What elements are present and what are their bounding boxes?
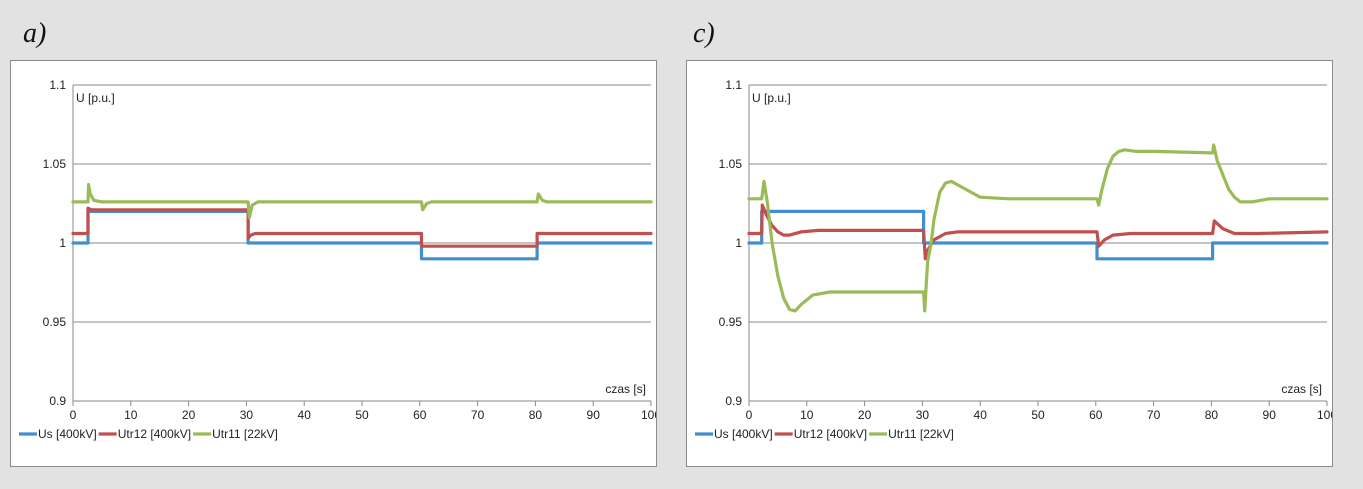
x-axis-label: czas [s] (605, 382, 646, 396)
legend-label: Utr11 [22kV] (888, 427, 954, 441)
panel-label-a: a) (23, 18, 47, 49)
y-axis-label: U [p.u.] (752, 91, 791, 105)
series-line-a-2 (71, 182, 653, 220)
x-tick-label: 80 (529, 408, 543, 422)
x-tick-label: 10 (800, 408, 814, 422)
x-tick-label: 0 (746, 408, 753, 422)
y-tick-label: 1.05 (43, 157, 67, 171)
x-tick-label: 0 (70, 408, 77, 422)
x-tick-label: 70 (471, 408, 485, 422)
x-tick-label: 30 (916, 408, 930, 422)
y-tick-label: 0.95 (719, 315, 743, 329)
x-tick-label: 90 (587, 408, 601, 422)
chart-c-svg: 0.9 0.95 1 1.05 1.1 0 10 20 30 40 50 60 70 80 90 100 U [… (695, 78, 1332, 441)
x-tick-label: 50 (1031, 408, 1045, 422)
y-axis-label: U [p.u.] (76, 91, 115, 105)
series-line-c-1 (747, 203, 1329, 261)
chart-panel-a: 0.9 0.95 1 1.05 1.1 0 10 20 30 40 50 60 70 80 90 100 U [… (10, 60, 657, 467)
legend-label: Utr12 [400kV] (118, 427, 191, 441)
legend-label: Utr12 [400kV] (794, 427, 867, 441)
x-tick-label: 80 (1205, 408, 1219, 422)
x-tick-label: 40 (974, 408, 988, 422)
legend-label: Us [400kV] (38, 427, 97, 441)
legend-label: Utr11 [22kV] (212, 427, 278, 441)
legend-label: Us [400kV] (714, 427, 773, 441)
x-tick-label: 40 (298, 408, 312, 422)
chart-a-svg: 0.9 0.95 1 1.05 1.1 0 10 20 30 40 50 60 70 80 90 100 U [… (19, 78, 656, 441)
x-tick-label: 20 (182, 408, 196, 422)
x-tick-label: 60 (1089, 408, 1103, 422)
x-axis-label: czas [s] (1281, 382, 1322, 396)
x-tick-label: 30 (240, 408, 254, 422)
x-tick-label: 90 (1263, 408, 1277, 422)
y-tick-label: 1.1 (49, 78, 66, 92)
panel-label-c: c) (693, 18, 715, 49)
y-tick-label: 1.05 (719, 157, 743, 171)
x-tick-label: 100 (1317, 408, 1332, 422)
y-tick-label: 0.95 (43, 315, 67, 329)
y-tick-label: 0.9 (49, 394, 66, 408)
x-tick-label: 10 (124, 408, 138, 422)
y-tick-label: 1 (735, 236, 742, 250)
y-tick-label: 0.9 (725, 394, 742, 408)
series-line-a-1 (71, 206, 653, 248)
x-tick-label: 50 (355, 408, 369, 422)
x-tick-label: 20 (858, 408, 872, 422)
y-tick-label: 1 (59, 236, 66, 250)
y-tick-label: 1.1 (725, 78, 742, 92)
x-tick-label: 100 (641, 408, 656, 422)
series-line-c-2 (747, 143, 1329, 313)
chart-panel-c: 0.9 0.95 1 1.05 1.1 0 10 20 30 40 50 60 70 80 90 100 U [… (686, 60, 1333, 467)
x-tick-label: 70 (1147, 408, 1161, 422)
x-tick-label: 60 (413, 408, 427, 422)
